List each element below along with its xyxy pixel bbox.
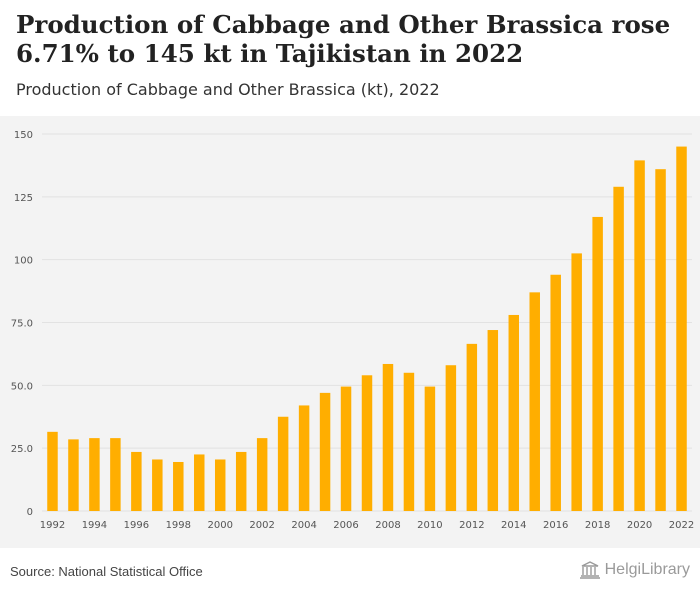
bar-2012[interactable] [466,343,478,511]
y-tick-label: 125 [14,193,33,204]
x-tick-label: 2010 [417,520,442,531]
bar-2015[interactable] [529,292,540,511]
bar-1999[interactable] [194,454,205,511]
brand-name: HelgiLibrary [604,561,690,578]
y-tick-label: 150 [14,130,33,141]
bar-2014[interactable] [508,314,520,511]
y-tick-label: 25.0 [11,444,33,455]
bar-2019[interactable] [613,186,624,511]
bar-1993[interactable] [68,439,79,511]
bar-1996[interactable] [131,451,142,511]
y-axis-ticks: 0 25.0 50.0 75.0 100 125 150 [11,130,33,518]
bar-2022[interactable] [676,146,687,512]
bar-2021[interactable] [655,169,666,511]
x-tick-label: 1994 [82,520,107,531]
x-tick-label: 2002 [249,520,274,531]
bars [47,146,687,512]
x-tick-label: 1998 [166,520,191,531]
bar-2010[interactable] [424,386,436,511]
chart-subtitle: Production of Cabbage and Other Brassica… [16,80,440,99]
bar-2018[interactable] [592,216,603,511]
bar-2006[interactable] [340,386,352,511]
x-tick-label: 1992 [40,520,65,531]
x-tick-label: 1996 [124,520,149,531]
x-tick-label: 2012 [459,520,484,531]
bar-2007[interactable] [361,375,373,511]
x-tick-label: 2008 [375,520,400,531]
chart-headline: Production of Cabbage and Other Brassica… [16,10,671,68]
bar-2009[interactable] [403,372,415,511]
bar-1992[interactable] [47,431,58,511]
bar-2020[interactable] [634,160,645,511]
bar-1995[interactable] [110,438,121,511]
bar-2013[interactable] [487,330,499,511]
bar-chart: 0 25.0 50.0 75.0 100 125 150 1992 1994 1996 1998 2… [11,130,695,531]
bar-1994[interactable] [89,438,100,511]
x-tick-label: 2016 [543,520,568,531]
bar-2017[interactable] [571,253,582,511]
bar-2000[interactable] [214,459,226,511]
x-tick-label: 2006 [333,520,358,531]
bar-2001[interactable] [235,451,247,511]
source-note: Source: National Statistical Office [10,564,203,579]
library-icon [579,561,600,579]
y-tick-label: 100 [14,256,33,267]
y-tick-label: 0 [27,507,33,518]
x-tick-label: 2004 [291,520,316,531]
brand-logo[interactable]: HelgiLibrary [579,561,690,579]
x-tick-label: 2018 [585,520,610,531]
bar-2008[interactable] [382,363,394,511]
bar-2016[interactable] [550,274,561,511]
bar-2002[interactable] [256,438,268,511]
x-tick-label: 2022 [669,520,694,531]
y-tick-label: 50.0 [11,381,33,392]
bar-1997[interactable] [152,459,163,511]
bar-2011[interactable] [445,365,457,511]
bar-2003[interactable] [277,416,289,511]
bar-1998[interactable] [173,461,184,511]
x-tick-label: 2020 [627,520,652,531]
x-tick-label: 2014 [501,520,526,531]
x-axis-ticks: 1992 1994 1996 1998 2000 2002 2004 2006 2008 2010… [40,520,694,531]
bar-2005[interactable] [319,392,331,511]
x-tick-label: 2000 [207,520,232,531]
y-tick-label: 75.0 [11,319,33,330]
bar-2004[interactable] [298,405,310,511]
